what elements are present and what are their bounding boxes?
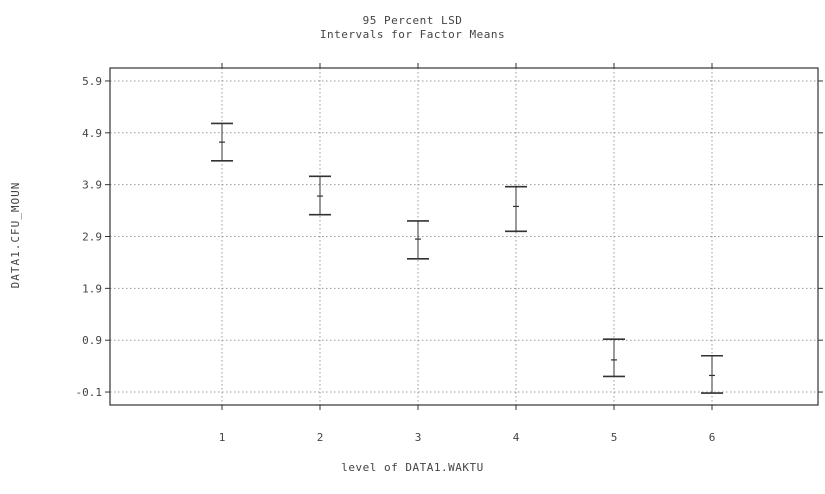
y-tick-label: 5.9 — [82, 75, 102, 88]
x-tick-label: 3 — [415, 431, 422, 444]
x-tick-label: 5 — [611, 431, 618, 444]
x-tick-label: 2 — [317, 431, 324, 444]
plot-frame — [109, 67, 819, 406]
chart-subtitle: Intervals for Factor Means — [319, 28, 506, 41]
x-tick-label: 4 — [513, 431, 520, 444]
y-tick-label: 1.9 — [82, 282, 102, 295]
y-tick-label: 3.9 — [82, 179, 102, 192]
y-tick-label: 2.9 — [82, 231, 102, 244]
x-axis-label: level of DATA1.WAKTU — [341, 461, 484, 474]
y-tick-label: 0.9 — [82, 334, 102, 347]
x-tick-label: 6 — [709, 431, 716, 444]
y-tick-label: 4.9 — [82, 127, 102, 140]
y-tick-label: -0.1 — [76, 386, 103, 399]
chart-title: 95 Percent LSD — [362, 14, 463, 27]
x-tick-label: 1 — [219, 431, 226, 444]
